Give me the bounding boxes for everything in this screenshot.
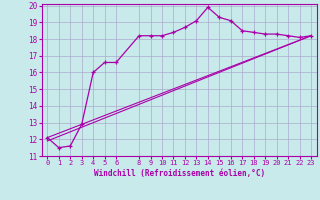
- X-axis label: Windchill (Refroidissement éolien,°C): Windchill (Refroidissement éolien,°C): [94, 169, 265, 178]
